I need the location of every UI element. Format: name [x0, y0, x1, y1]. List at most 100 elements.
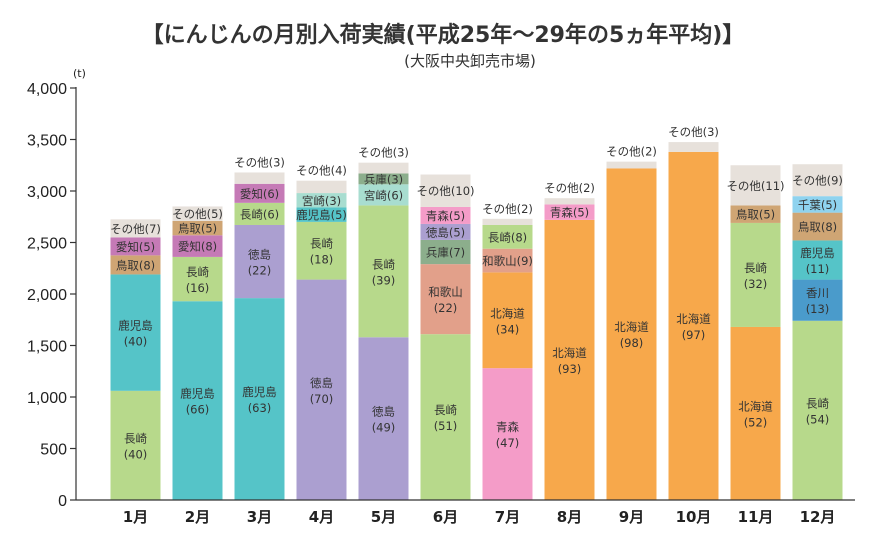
segment-label: 長崎(8) [488, 230, 527, 244]
segment-label: その他(3) [668, 125, 719, 139]
bar-segment [544, 219, 595, 500]
segment-share-label: (32) [744, 277, 768, 291]
y-axis-unit: (t) [73, 67, 86, 80]
y-tick-label: 3,000 [27, 184, 67, 201]
segment-share-label: (66) [186, 403, 210, 417]
segment-share-label: (51) [434, 419, 458, 433]
segment-label: 徳島(5) [426, 225, 465, 239]
bar-segment [420, 239, 471, 265]
bar-segment [110, 219, 161, 238]
segment-label: 長崎 [310, 237, 333, 251]
segment-label: 鳥取(5) [178, 222, 217, 236]
bar-segment [730, 205, 781, 223]
y-axis: 0 500 1,000 1,500 2,000 2,500 3,000 3,500 4,000 [27, 81, 76, 510]
bar-segment [420, 174, 471, 207]
segment-label: 和歌山(9) [482, 254, 533, 268]
segment-share-label: (13) [806, 302, 830, 316]
bar-segment [110, 255, 161, 275]
segment-label: 青森(5) [426, 209, 465, 223]
bar-segment [482, 272, 533, 369]
x-tick-label: 7月 [495, 508, 520, 526]
bar-segment [668, 151, 719, 501]
x-tick-label: 1月 [123, 508, 148, 526]
bar-segment [420, 264, 471, 335]
bar-segment [358, 205, 409, 338]
segment-label: 鹿児島 [242, 385, 277, 399]
segment-share-label: (98) [620, 336, 644, 350]
segment-label: 兵庫(3) [364, 172, 403, 186]
y-tick-label: 2,500 [27, 236, 67, 253]
segment-share-label: (54) [806, 412, 830, 426]
bar-segment [296, 221, 347, 280]
x-tick-label: 3月 [247, 508, 272, 526]
segment-label: その他(2) [482, 202, 533, 216]
segment-label: 徳島 [372, 405, 395, 419]
segment-label: 鹿児島 [118, 319, 153, 333]
bar-segment [172, 235, 223, 257]
segment-share-label: (34) [496, 322, 520, 336]
bar-segment [482, 248, 533, 273]
segment-label: その他(10) [416, 184, 474, 198]
segment-label: 北海道 [552, 346, 587, 360]
segment-share-label: (47) [496, 436, 520, 450]
bar-segment [172, 220, 223, 236]
segment-share-label: (22) [434, 301, 458, 315]
segment-label: 北海道 [738, 399, 773, 413]
bar-segment [358, 162, 409, 174]
x-tick-label: 11月 [738, 508, 774, 526]
segment-label: その他(2) [544, 181, 595, 195]
segment-label: 鹿児島(5) [296, 208, 347, 222]
x-tick-label: 4月 [309, 508, 334, 526]
bar-stack: 徳島 (49) 長崎 (39) 宮崎(6) 兵庫(3) その他(3) [358, 146, 409, 500]
segment-label: 長崎 [434, 403, 457, 417]
bar-segment [792, 279, 843, 321]
bar-segment [792, 196, 843, 213]
segment-label: 北海道 [490, 306, 525, 320]
bar-segment [668, 142, 719, 152]
y-tick-label: 1,000 [27, 390, 67, 407]
bar-segment [234, 224, 285, 299]
segment-label: 長崎 [186, 265, 209, 279]
segment-label: その他(5) [172, 207, 223, 221]
segment-label: 愛知(6) [240, 187, 279, 201]
segment-label: 青森 [496, 420, 519, 434]
bar-segment [544, 204, 595, 220]
bar-segment [234, 172, 285, 184]
segment-share-label: (40) [124, 447, 148, 461]
bar-segment [420, 334, 471, 500]
segment-label: 香川 [806, 286, 829, 300]
segment-label: 青森(5) [550, 206, 589, 220]
bar-stack: 北海道 (93) 青森(5) その他(2) [544, 181, 595, 500]
segment-share-label: (63) [248, 401, 272, 415]
segment-label: その他(4) [296, 164, 347, 178]
segment-label: 鳥取(8) [798, 220, 837, 234]
bar-segment [234, 298, 285, 500]
segment-label: その他(7) [110, 222, 161, 236]
segment-share-label: (11) [806, 262, 830, 276]
bar-segment [172, 256, 223, 302]
segment-label: 長崎 [124, 431, 147, 445]
y-tick-label: 500 [40, 442, 67, 459]
x-tick-label: 8月 [557, 508, 582, 526]
segment-label: 徳島 [248, 248, 271, 262]
segment-share-label: (40) [124, 335, 148, 349]
bar-segment [606, 161, 657, 169]
x-axis: 1月 2月 3月 4月 5月 6月 7月 8月 9月 10月 11月 12月 [123, 508, 836, 526]
segment-share-label: (97) [682, 328, 706, 342]
segment-label: 北海道 [614, 320, 649, 334]
segment-label: 鹿児島 [800, 246, 835, 260]
segment-share-label: (70) [310, 392, 334, 406]
segment-label: 鳥取(5) [736, 208, 775, 222]
bar-series: 長崎 (40) 鹿児島 (40) 鳥取(8) 愛知(5) その他(7) 鹿児島 (66) 長崎 (1… [110, 125, 843, 501]
segment-label: その他(3) [234, 155, 285, 169]
segment-label: 長崎 [806, 396, 829, 410]
segment-label: 長崎 [744, 261, 767, 275]
chart-title: 【にんじんの月別入荷実績(平成25年〜29年の5ヵ年平均)】 [142, 22, 745, 48]
segment-share-label: (93) [558, 362, 582, 376]
segment-label: 鳥取(8) [116, 258, 155, 272]
segment-label: 長崎(6) [240, 207, 279, 221]
bar-segment [296, 279, 347, 500]
bar-stack: 徳島 (70) 長崎 (18) 鹿児島(5)宮崎(3) その他(4) [296, 164, 347, 500]
bar-segment [606, 168, 657, 500]
segment-label: 北海道 [676, 312, 711, 326]
